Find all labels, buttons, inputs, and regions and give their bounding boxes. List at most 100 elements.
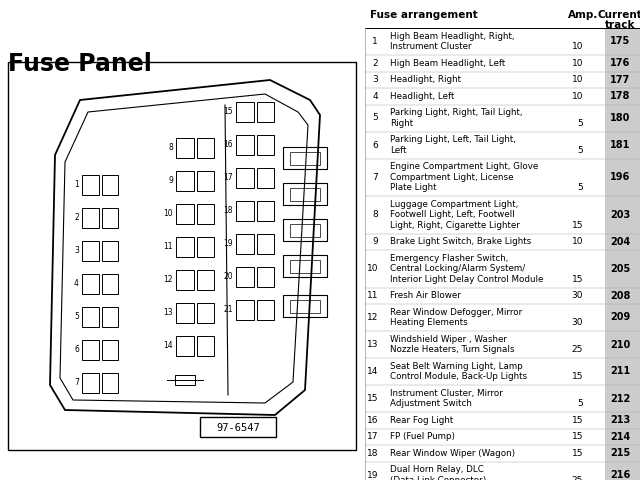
Bar — [257, 300, 274, 320]
Text: 10: 10 — [572, 42, 583, 51]
Text: Rear Window Wiper (Wagon): Rear Window Wiper (Wagon) — [390, 449, 515, 458]
Text: Parking Light, Right, Tail Light,: Parking Light, Right, Tail Light, — [390, 108, 522, 117]
Text: 15: 15 — [572, 432, 583, 441]
Text: Luggage Compartment Light,: Luggage Compartment Light, — [390, 200, 518, 209]
Bar — [605, 331, 640, 358]
Text: 177: 177 — [610, 75, 630, 85]
Bar — [102, 208, 118, 228]
Text: 11: 11 — [367, 291, 378, 300]
Bar — [605, 28, 640, 55]
Bar — [236, 201, 253, 221]
Bar — [605, 358, 640, 385]
Text: 176: 176 — [610, 58, 630, 68]
Text: 7: 7 — [372, 173, 378, 182]
Bar — [605, 196, 640, 233]
Text: 9: 9 — [168, 176, 173, 185]
Bar — [236, 102, 253, 122]
Bar — [196, 171, 214, 191]
Text: Right: Right — [390, 119, 413, 128]
Text: (Data Link Connector): (Data Link Connector) — [390, 476, 486, 480]
Text: 19: 19 — [367, 470, 378, 480]
Bar — [8, 62, 356, 450]
Bar — [102, 340, 118, 360]
Text: 8: 8 — [372, 210, 378, 219]
Text: 5: 5 — [577, 399, 583, 408]
Text: Interior Light Delay Control Module: Interior Light Delay Control Module — [390, 275, 543, 284]
Text: 7: 7 — [74, 378, 79, 387]
Text: 13: 13 — [163, 308, 173, 317]
Text: Instrument Cluster, Mirror: Instrument Cluster, Mirror — [390, 389, 503, 398]
Bar — [102, 175, 118, 195]
Bar — [175, 375, 195, 385]
Text: Brake Light Switch, Brake Lights: Brake Light Switch, Brake Lights — [390, 237, 531, 246]
Bar — [102, 307, 118, 327]
Bar — [82, 373, 99, 393]
Bar — [236, 300, 253, 320]
Bar — [605, 88, 640, 105]
Text: 211: 211 — [610, 367, 630, 376]
Text: 16: 16 — [367, 416, 378, 425]
Text: 13: 13 — [367, 340, 378, 349]
Bar — [290, 188, 320, 201]
Text: 20: 20 — [223, 272, 233, 281]
Bar — [82, 208, 99, 228]
Text: 205: 205 — [610, 264, 630, 274]
Bar — [283, 183, 327, 205]
Text: 178: 178 — [610, 91, 630, 101]
Text: 3: 3 — [74, 246, 79, 255]
Text: 214: 214 — [610, 432, 630, 442]
Text: 9: 9 — [372, 237, 378, 246]
Text: 208: 208 — [610, 291, 630, 301]
Bar — [176, 336, 193, 356]
Text: 180: 180 — [610, 113, 630, 123]
Bar — [605, 55, 640, 72]
Text: Windshield Wiper , Washer: Windshield Wiper , Washer — [390, 335, 507, 344]
Bar — [283, 219, 327, 241]
Bar — [196, 237, 214, 257]
Text: Adjustment Switch: Adjustment Switch — [390, 399, 472, 408]
Bar — [605, 250, 640, 288]
Text: Dual Horn Relay, DLC: Dual Horn Relay, DLC — [390, 465, 484, 474]
Text: Engine Compartment Light, Glove: Engine Compartment Light, Glove — [390, 162, 538, 171]
Bar — [176, 303, 193, 323]
Text: Light, Right, Cigarette Lighter: Light, Right, Cigarette Lighter — [390, 221, 520, 230]
Bar — [236, 234, 253, 254]
Bar — [605, 429, 640, 445]
Bar — [102, 241, 118, 261]
Text: 5: 5 — [577, 183, 583, 192]
Text: 10: 10 — [572, 59, 583, 68]
Bar — [290, 152, 320, 165]
Text: 209: 209 — [610, 312, 630, 323]
Text: Current: Current — [598, 10, 640, 20]
Text: 10: 10 — [367, 264, 378, 273]
Bar — [176, 204, 193, 224]
Text: 97-6547: 97-6547 — [216, 423, 260, 433]
Text: Headlight, Right: Headlight, Right — [390, 75, 461, 84]
Bar — [257, 135, 274, 155]
Bar — [290, 260, 320, 273]
Text: 10: 10 — [163, 209, 173, 218]
Bar — [605, 461, 640, 480]
Text: Heating Elements: Heating Elements — [390, 318, 468, 327]
Text: 5: 5 — [577, 146, 583, 155]
Bar — [290, 300, 320, 313]
Bar — [196, 204, 214, 224]
Bar — [200, 417, 276, 437]
Text: 204: 204 — [610, 237, 630, 247]
Text: Fuse Panel: Fuse Panel — [8, 52, 152, 76]
Text: 8: 8 — [168, 143, 173, 152]
Bar — [605, 445, 640, 461]
Text: 10: 10 — [572, 92, 583, 101]
Text: Fuse arrangement: Fuse arrangement — [370, 10, 477, 20]
Text: Control Module, Back-Up Lights: Control Module, Back-Up Lights — [390, 372, 527, 381]
Text: 216: 216 — [610, 470, 630, 480]
Bar — [236, 135, 253, 155]
Bar — [236, 168, 253, 188]
Text: 181: 181 — [610, 140, 630, 150]
Bar — [290, 224, 320, 237]
Bar — [257, 102, 274, 122]
Text: Central Locking/Alarm System/: Central Locking/Alarm System/ — [390, 264, 525, 273]
Text: High Beam Headlight, Right,: High Beam Headlight, Right, — [390, 32, 515, 41]
Text: 19: 19 — [223, 239, 233, 248]
Bar — [82, 307, 99, 327]
